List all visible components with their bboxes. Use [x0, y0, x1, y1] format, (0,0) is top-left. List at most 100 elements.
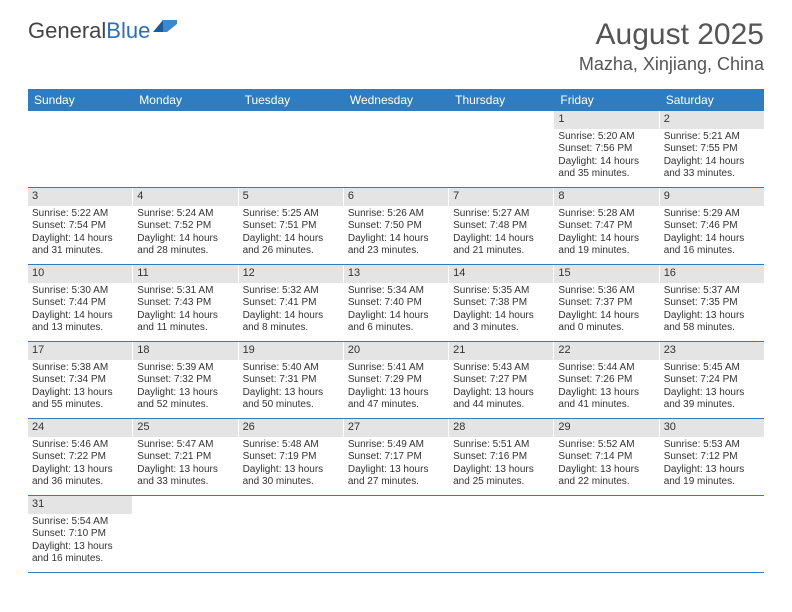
daylight-text: Daylight: 14 hours and 21 minutes.: [453, 233, 549, 258]
logo-text-1: General: [28, 18, 106, 44]
day-cell: [449, 496, 554, 572]
week-row: 31Sunrise: 5:54 AMSunset: 7:10 PMDayligh…: [28, 496, 764, 573]
sunrise-text: Sunrise: 5:20 AM: [558, 131, 654, 144]
day-number: 9: [660, 188, 764, 206]
daylight-text: Daylight: 14 hours and 3 minutes.: [453, 310, 549, 335]
day-details: Sunrise: 5:21 AMSunset: 7:55 PMDaylight:…: [660, 129, 764, 184]
sunrise-text: Sunrise: 5:43 AM: [453, 362, 549, 375]
daylight-text: Daylight: 13 hours and 27 minutes.: [348, 464, 444, 489]
day-details: Sunrise: 5:52 AMSunset: 7:14 PMDaylight:…: [554, 437, 658, 492]
daylight-text: Daylight: 13 hours and 39 minutes.: [664, 387, 760, 412]
daylight-text: Daylight: 14 hours and 31 minutes.: [32, 233, 128, 258]
sunrise-text: Sunrise: 5:54 AM: [32, 516, 128, 529]
day-cell: [133, 496, 238, 572]
sunrise-text: Sunrise: 5:34 AM: [348, 285, 444, 298]
day-number: 7: [449, 188, 553, 206]
daylight-text: Daylight: 13 hours and 47 minutes.: [348, 387, 444, 412]
sunset-text: Sunset: 7:56 PM: [558, 143, 654, 156]
daylight-text: Daylight: 14 hours and 13 minutes.: [32, 310, 128, 335]
sunset-text: Sunset: 7:37 PM: [558, 297, 654, 310]
day-number: 28: [449, 419, 553, 437]
sunrise-text: Sunrise: 5:28 AM: [558, 208, 654, 221]
sunset-text: Sunset: 7:43 PM: [137, 297, 233, 310]
sunrise-text: Sunrise: 5:30 AM: [32, 285, 128, 298]
day-number: 20: [344, 342, 448, 360]
calendar-grid: SundayMondayTuesdayWednesdayThursdayFrid…: [28, 89, 764, 573]
day-cell: 27Sunrise: 5:49 AMSunset: 7:17 PMDayligh…: [344, 419, 449, 495]
sunrise-text: Sunrise: 5:37 AM: [664, 285, 760, 298]
sunrise-text: Sunrise: 5:35 AM: [453, 285, 549, 298]
sunrise-text: Sunrise: 5:27 AM: [453, 208, 549, 221]
week-row: 24Sunrise: 5:46 AMSunset: 7:22 PMDayligh…: [28, 419, 764, 496]
weekday-header: Monday: [133, 89, 238, 111]
day-details: Sunrise: 5:32 AMSunset: 7:41 PMDaylight:…: [239, 283, 343, 338]
day-number: 21: [449, 342, 553, 360]
daylight-text: Daylight: 13 hours and 25 minutes.: [453, 464, 549, 489]
day-cell: [239, 111, 344, 187]
daylight-text: Daylight: 13 hours and 30 minutes.: [243, 464, 339, 489]
logo: GeneralBlue: [28, 18, 179, 44]
day-number: 23: [660, 342, 764, 360]
day-cell: [344, 111, 449, 187]
sunrise-text: Sunrise: 5:32 AM: [243, 285, 339, 298]
day-number: 8: [554, 188, 658, 206]
day-number: 4: [133, 188, 237, 206]
daylight-text: Daylight: 14 hours and 0 minutes.: [558, 310, 654, 335]
sunrise-text: Sunrise: 5:40 AM: [243, 362, 339, 375]
day-number: 19: [239, 342, 343, 360]
sunset-text: Sunset: 7:54 PM: [32, 220, 128, 233]
day-number: [344, 496, 448, 514]
weekday-header: Sunday: [28, 89, 133, 111]
day-number: 14: [449, 265, 553, 283]
week-row: 10Sunrise: 5:30 AMSunset: 7:44 PMDayligh…: [28, 265, 764, 342]
sunrise-text: Sunrise: 5:26 AM: [348, 208, 444, 221]
sunrise-text: Sunrise: 5:49 AM: [348, 439, 444, 452]
day-details: Sunrise: 5:27 AMSunset: 7:48 PMDaylight:…: [449, 206, 553, 261]
day-cell: [133, 111, 238, 187]
sunset-text: Sunset: 7:27 PM: [453, 374, 549, 387]
day-cell: 26Sunrise: 5:48 AMSunset: 7:19 PMDayligh…: [239, 419, 344, 495]
day-cell: 14Sunrise: 5:35 AMSunset: 7:38 PMDayligh…: [449, 265, 554, 341]
sunrise-text: Sunrise: 5:25 AM: [243, 208, 339, 221]
weekday-header-row: SundayMondayTuesdayWednesdayThursdayFrid…: [28, 89, 764, 111]
week-row: 1 Sunrise: 5:20 AMSunset: 7:56 PM Daylight…: [28, 111, 764, 188]
day-number: 17: [28, 342, 132, 360]
day-cell: 29Sunrise: 5:52 AMSunset: 7:14 PMDayligh…: [554, 419, 659, 495]
daylight-text: Daylight: 14 hours and 33 minutes.: [664, 156, 760, 181]
day-cell: 11Sunrise: 5:31 AMSunset: 7:43 PMDayligh…: [133, 265, 238, 341]
location-text: Mazha, Xinjiang, China: [579, 54, 764, 75]
sunrise-text: Sunrise: 5:48 AM: [243, 439, 339, 452]
daylight-text: Daylight: 13 hours and 22 minutes.: [558, 464, 654, 489]
day-number: [133, 111, 237, 129]
sunset-text: Sunset: 7:41 PM: [243, 297, 339, 310]
day-number: 2: [660, 111, 764, 129]
day-cell: 31Sunrise: 5:54 AMSunset: 7:10 PMDayligh…: [28, 496, 133, 572]
day-cell: 20Sunrise: 5:41 AMSunset: 7:29 PMDayligh…: [344, 342, 449, 418]
sunset-text: Sunset: 7:50 PM: [348, 220, 444, 233]
sunrise-text: Sunrise: 5:51 AM: [453, 439, 549, 452]
page-header: GeneralBlue August 2025 Mazha, Xinjiang,…: [0, 0, 792, 83]
sunset-text: Sunset: 7:32 PM: [137, 374, 233, 387]
day-details: Sunrise: 5:45 AMSunset: 7:24 PMDaylight:…: [660, 360, 764, 415]
sunset-text: Sunset: 7:22 PM: [32, 451, 128, 464]
day-number: 1: [554, 111, 658, 129]
day-details: Sunrise: 5:25 AMSunset: 7:51 PMDaylight:…: [239, 206, 343, 261]
sunrise-text: Sunrise: 5:22 AM: [32, 208, 128, 221]
day-cell: 30Sunrise: 5:53 AMSunset: 7:12 PMDayligh…: [660, 419, 764, 495]
day-cell: [449, 111, 554, 187]
day-number: 31: [28, 496, 132, 514]
day-number: [660, 496, 764, 514]
logo-flag-icon: [150, 18, 179, 44]
day-number: 5: [239, 188, 343, 206]
day-details: Sunrise: 5:29 AMSunset: 7:46 PMDaylight:…: [660, 206, 764, 261]
day-number: [28, 111, 132, 129]
day-details: Sunrise: 5:47 AMSunset: 7:21 PMDaylight:…: [133, 437, 237, 492]
daylight-text: Daylight: 13 hours and 16 minutes.: [32, 541, 128, 566]
day-details: Sunrise: 5:37 AMSunset: 7:35 PMDaylight:…: [660, 283, 764, 338]
day-details: Sunrise: 5:26 AMSunset: 7:50 PMDaylight:…: [344, 206, 448, 261]
day-number: 15: [554, 265, 658, 283]
day-details: Sunrise: 5:36 AMSunset: 7:37 PMDaylight:…: [554, 283, 658, 338]
day-number: 11: [133, 265, 237, 283]
day-cell: 16Sunrise: 5:37 AMSunset: 7:35 PMDayligh…: [660, 265, 764, 341]
sunset-text: Sunset: 7:17 PM: [348, 451, 444, 464]
